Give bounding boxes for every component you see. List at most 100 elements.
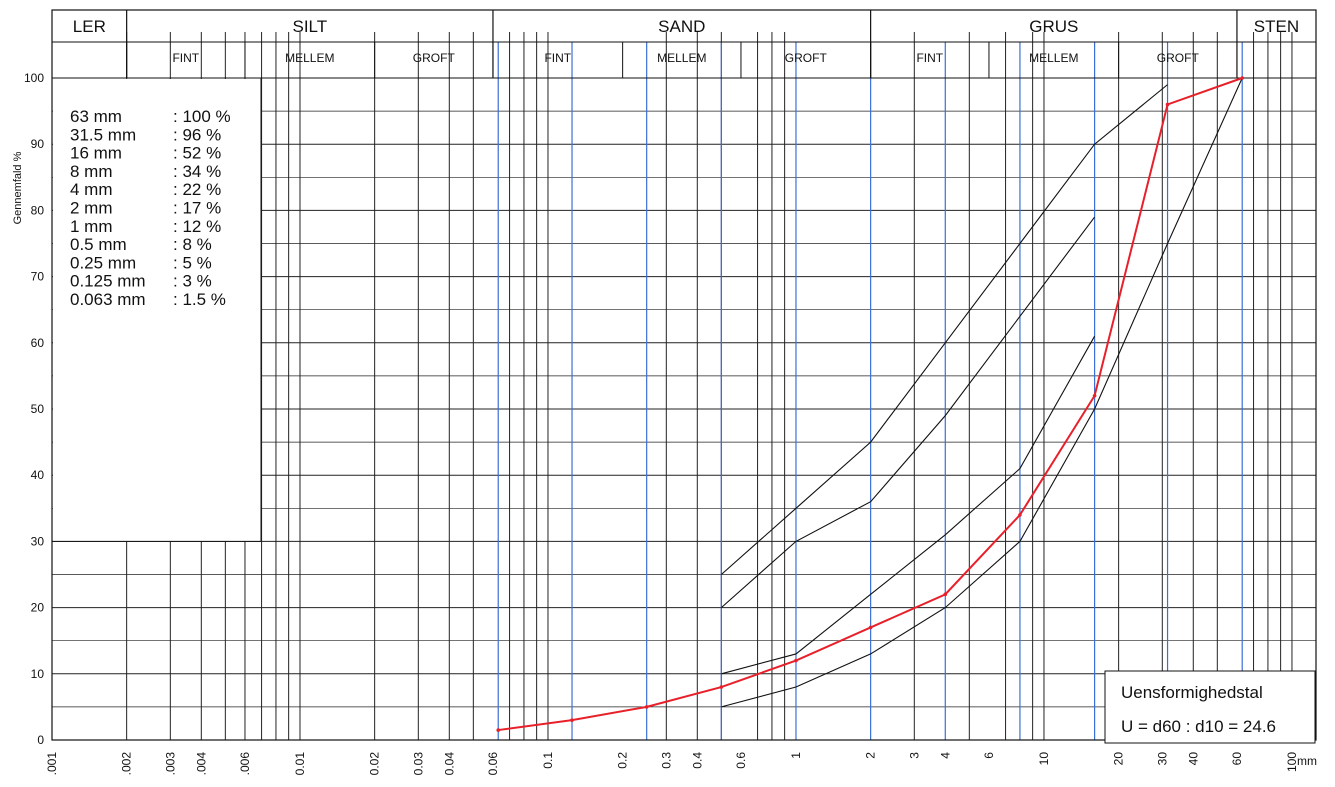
chart-frame bbox=[51, 9, 1317, 741]
envelope-curve bbox=[721, 77, 1243, 708]
y-tick-label: 50 bbox=[31, 402, 45, 416]
sieve-size: 16 mm bbox=[70, 144, 122, 163]
sieve-size: 0.5 mm bbox=[70, 235, 127, 254]
x-tick-label: 0.4 bbox=[690, 752, 704, 769]
x-tick-label: 3 bbox=[907, 752, 921, 759]
x-tick-label: 0.1 bbox=[541, 752, 555, 769]
x-axis-ticks: .001 .002 .003 .004 .006 0.01 0.02 0.03 0.04 0.06… bbox=[45, 752, 1299, 776]
sample-point bbox=[794, 658, 798, 663]
sample-curve bbox=[496, 76, 1245, 732]
x-tick-label: 10 bbox=[1037, 752, 1051, 766]
header-sub-class: FINT bbox=[172, 51, 199, 65]
y-tick-label: 100 bbox=[24, 71, 44, 85]
x-tick-label: 0.02 bbox=[368, 752, 382, 776]
header-sub-class: GROFT bbox=[785, 51, 828, 65]
x-tick-label: .002 bbox=[120, 752, 134, 776]
sample-point bbox=[496, 728, 501, 732]
sample-point bbox=[1018, 513, 1022, 517]
y-axis-label: Gennemfald % bbox=[12, 151, 24, 224]
sieve-percent: : 1.5 % bbox=[173, 290, 226, 309]
sieve-size: 31.5 mm bbox=[70, 125, 136, 144]
y-tick-label: 60 bbox=[31, 336, 45, 350]
sieve-percent: : 96 % bbox=[173, 125, 221, 144]
x-tick-label: 6 bbox=[982, 752, 996, 759]
x-tick-label: 0.01 bbox=[293, 752, 307, 776]
sieve-results-box: 63 mm : 100 % 31.5 mm : 96 % 16 mm : 52 % 8 mm… bbox=[52, 78, 262, 542]
sample-point bbox=[943, 592, 948, 597]
x-tick-label: 0.2 bbox=[616, 752, 630, 769]
sample-point bbox=[1165, 102, 1170, 107]
uniformity-formula: U = d60 : d10 = 24.6 bbox=[1121, 717, 1276, 736]
header-soil-class: GRUS bbox=[1029, 17, 1078, 36]
y-tick-label: 40 bbox=[31, 468, 45, 482]
y-tick-label: 0 bbox=[37, 733, 44, 747]
y-tick-label: 20 bbox=[31, 601, 45, 615]
sieve-percent: : 5 % bbox=[173, 253, 212, 272]
y-tick-label: 90 bbox=[31, 137, 45, 151]
header-sub-class: FINT bbox=[916, 51, 943, 65]
x-tick-label: 0.06 bbox=[486, 752, 500, 776]
x-tick-label: .004 bbox=[194, 752, 208, 776]
header-sub-class: GROFT bbox=[413, 51, 456, 65]
x-tick-label: .001 bbox=[45, 752, 59, 776]
header-sub-class: MELLEM bbox=[285, 51, 334, 65]
sieve-percent: : 22 % bbox=[173, 180, 221, 199]
sample-point bbox=[868, 625, 873, 630]
sieve-size: 0.063 mm bbox=[70, 290, 146, 309]
envelope-curves bbox=[720, 77, 1243, 708]
chart-header: LER SILT SAND GRUS STEN FINT MELLEM GROFT FINT ME… bbox=[73, 10, 1299, 78]
chart-grid bbox=[51, 9, 1317, 741]
header-sub-class: GROFT bbox=[1157, 51, 1200, 65]
envelope-curve bbox=[720, 84, 1168, 575]
sample-point bbox=[719, 685, 724, 689]
x-tick-label: 0.03 bbox=[411, 752, 425, 776]
sieve-percent: : 34 % bbox=[173, 162, 221, 181]
x-axis-unit: mm bbox=[1297, 754, 1317, 768]
uniformity-box: Uensformighedstal U = d60 : d10 = 24.6 bbox=[1104, 670, 1316, 744]
sieve-percent: : 8 % bbox=[173, 235, 212, 254]
sieve-size: 8 mm bbox=[70, 162, 113, 181]
sieve-size: 63 mm bbox=[70, 107, 122, 126]
sieve-size: 2 mm bbox=[70, 199, 113, 218]
x-tick-label: 4 bbox=[938, 752, 952, 759]
header-sub-class: FINT bbox=[544, 51, 571, 65]
x-tick-label: 0.3 bbox=[659, 752, 673, 769]
x-tick-label: .006 bbox=[238, 752, 252, 776]
sample-point bbox=[570, 718, 574, 722]
sample-point bbox=[1092, 393, 1097, 398]
sieve-size: 0.25 mm bbox=[70, 253, 136, 272]
sieve-percent: : 3 % bbox=[173, 272, 212, 291]
x-tick-label: 40 bbox=[1186, 752, 1200, 766]
y-tick-label: 10 bbox=[31, 667, 45, 681]
x-tick-label: 1 bbox=[789, 752, 803, 759]
sieve-percent: : 17 % bbox=[173, 199, 221, 218]
x-tick-label: 0.6 bbox=[734, 752, 748, 769]
header-sub-class: MELLEM bbox=[1029, 51, 1078, 65]
header-soil-class: SILT bbox=[292, 17, 327, 36]
x-tick-label: 0.04 bbox=[442, 752, 456, 776]
sieve-size: 1 mm bbox=[70, 217, 113, 236]
x-tick-label: 30 bbox=[1155, 752, 1169, 766]
sieve-percent: : 100 % bbox=[173, 107, 231, 126]
y-axis-ticks: 0 10 20 30 40 50 60 70 80 90 100 bbox=[24, 71, 44, 747]
sieve-size: 4 mm bbox=[70, 180, 113, 199]
header-sub-class: MELLEM bbox=[657, 51, 706, 65]
sample-point bbox=[644, 705, 649, 709]
y-tick-label: 80 bbox=[31, 203, 45, 217]
sieve-percent: : 12 % bbox=[173, 217, 221, 236]
envelope-curve bbox=[721, 335, 1096, 675]
envelope-curve bbox=[720, 216, 1096, 609]
header-soil-class: STEN bbox=[1254, 17, 1299, 36]
x-tick-label: 100 bbox=[1285, 752, 1299, 772]
header-soil-class: LER bbox=[73, 17, 106, 36]
x-tick-label: 60 bbox=[1230, 752, 1244, 766]
legend-background bbox=[53, 79, 261, 542]
x-tick-label: 2 bbox=[864, 752, 878, 759]
sample-point bbox=[1240, 76, 1245, 80]
x-tick-label: .003 bbox=[163, 752, 177, 776]
sieve-percent: : 52 % bbox=[173, 144, 221, 163]
header-soil-class: SAND bbox=[658, 17, 705, 36]
sieve-size: 0.125 mm bbox=[70, 272, 146, 291]
y-tick-label: 30 bbox=[31, 534, 45, 548]
